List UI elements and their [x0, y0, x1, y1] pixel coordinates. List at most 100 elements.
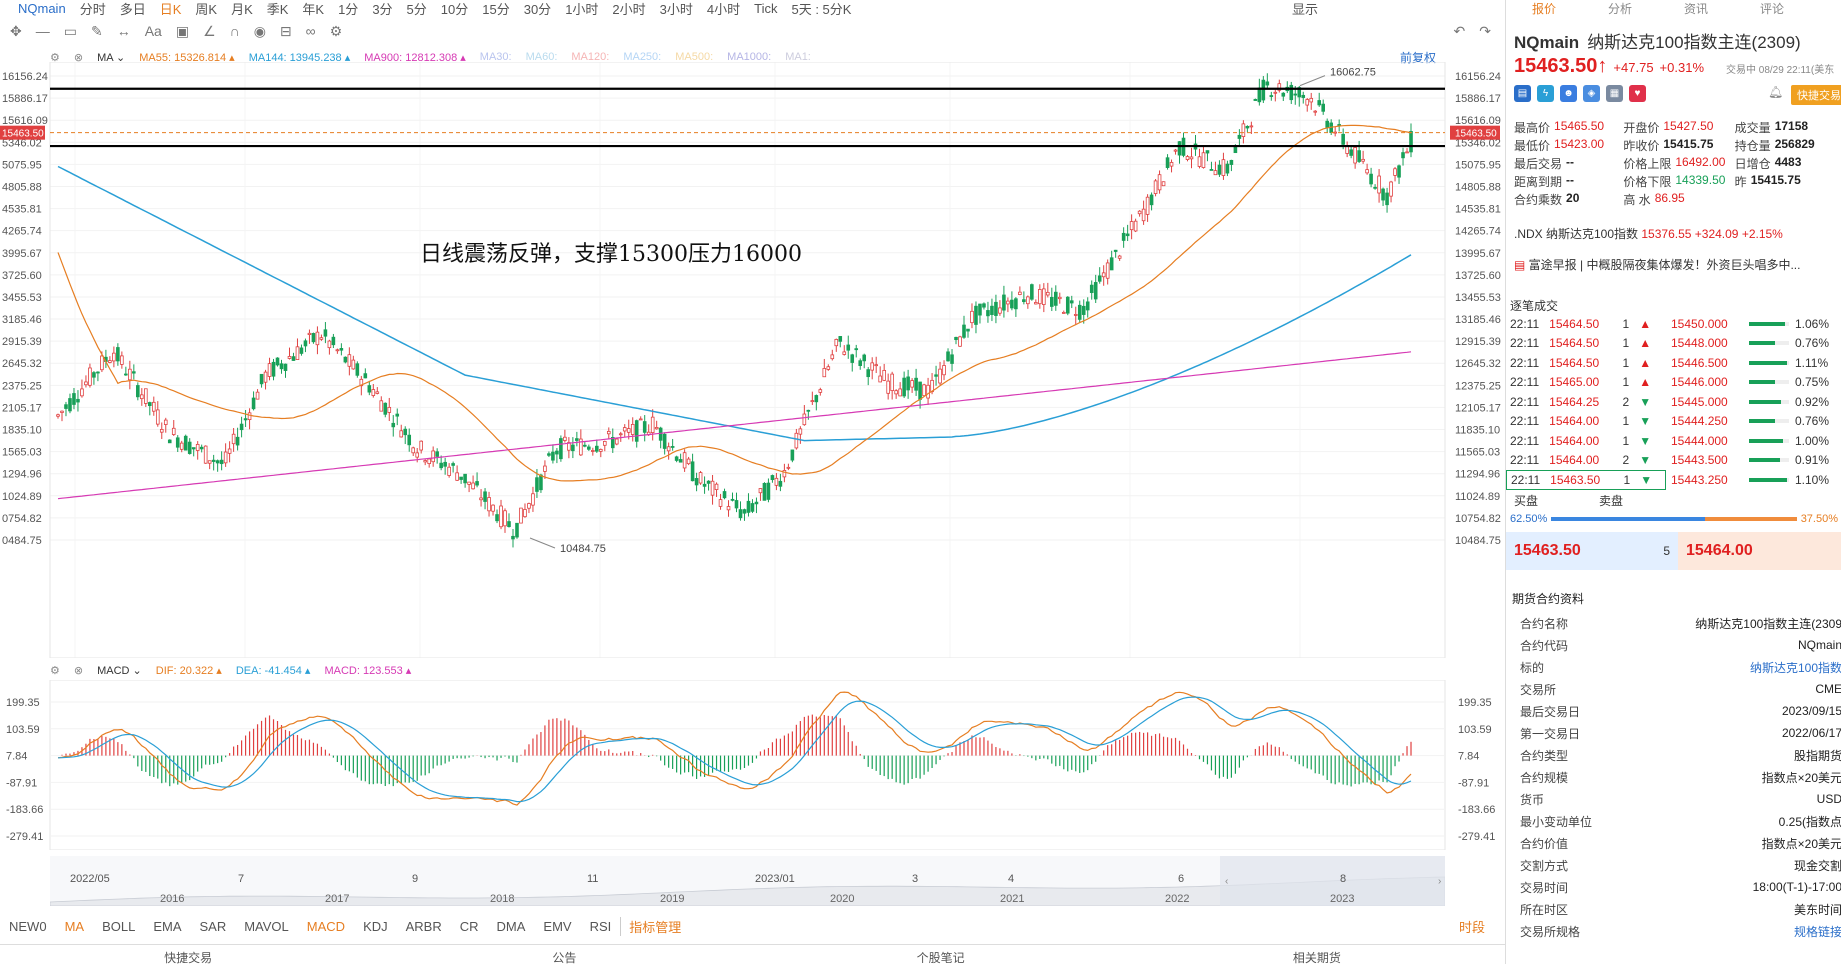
quote-tab[interactable]: 分析: [1608, 2, 1633, 16]
period-tab[interactable]: 分时: [79, 1, 106, 17]
ma-label[interactable]: MA ⌄: [97, 51, 126, 64]
ask-box[interactable]: 15464.00: [1678, 532, 1841, 570]
tick-row[interactable]: 22:11 15464.50 1 ▲: [1506, 314, 1666, 334]
period-tab[interactable]: 周K: [195, 1, 218, 17]
bottom-tab[interactable]: 快捷交易: [164, 951, 213, 964]
tick-row[interactable]: 22:11 15464.00 2 ▼: [1506, 451, 1666, 471]
depth-row[interactable]: 15446.500 1.11%: [1671, 353, 1841, 373]
period-tab[interactable]: 季K: [266, 1, 289, 17]
tick-row[interactable]: 22:11 15464.50 1 ▲: [1506, 353, 1666, 373]
period-tab[interactable]: 3小时: [659, 1, 693, 17]
indicator-tab[interactable]: BOLL: [102, 918, 136, 934]
indicator-tab[interactable]: MAVOL: [244, 918, 289, 934]
ndx-name[interactable]: .NDX 纳斯达克100指数: [1514, 227, 1642, 241]
redo-icon[interactable]: ↷: [1479, 22, 1491, 39]
period-button[interactable]: 时段: [1458, 919, 1485, 935]
macd-chart[interactable]: 199.35 199.35 103.59 103.59 7.84 7.84 -87.91 -8…: [0, 680, 1505, 850]
period-tab[interactable]: 10分: [440, 1, 469, 17]
period-tab[interactable]: 多日: [119, 1, 146, 17]
period-tab[interactable]: 5分: [406, 1, 427, 17]
depth-row[interactable]: 15443.500 0.91%: [1671, 451, 1841, 471]
depth-row[interactable]: 15445.000 0.92%: [1671, 392, 1841, 412]
indicator-manage-button[interactable]: 指标管理: [620, 916, 690, 936]
brush-tool-icon[interactable]: ✎: [90, 22, 103, 39]
quick-trade-button[interactable]: 快捷交易: [1791, 85, 1841, 105]
indicator-tab[interactable]: NEW0: [9, 918, 47, 934]
nav-handle-right-icon[interactable]: ›: [1438, 876, 1441, 887]
tick-row[interactable]: 22:11 15465.00 1 ▲: [1506, 373, 1666, 393]
bottom-tab[interactable]: 个股笔记: [916, 951, 965, 964]
underlying-index[interactable]: .NDX 纳斯达克100指数 15376.55 +324.09 +2.15%: [1514, 225, 1783, 242]
quote-tab[interactable]: 资讯: [1684, 2, 1709, 16]
depth-row[interactable]: 15448.000 0.76%: [1671, 334, 1841, 354]
bid-box[interactable]: 15463.50 5: [1506, 532, 1678, 570]
text-tool-icon[interactable]: Aa: [144, 23, 162, 39]
quote-tab[interactable]: 报价: [1532, 2, 1557, 16]
link-icon[interactable]: ∞: [305, 23, 316, 39]
depth-row[interactable]: 15450.000 1.06%: [1671, 314, 1841, 334]
period-tab[interactable]: 日K: [159, 1, 182, 17]
crosshair-icon[interactable]: ✥: [10, 22, 22, 39]
undo-icon[interactable]: ↶: [1453, 22, 1466, 39]
period-tab[interactable]: 15分: [482, 1, 510, 17]
period-tab[interactable]: 3分: [372, 1, 393, 17]
indicator-tab[interactable]: DMA: [496, 918, 526, 934]
news-text[interactable]: 富途早报 | 中概股隔夜集体爆发！外资巨头唱多中...: [1528, 258, 1801, 272]
quote-tab[interactable]: 评论: [1760, 2, 1785, 16]
indicator-tab[interactable]: SAR: [199, 918, 227, 934]
navigator-chart[interactable]: ‹ › 2016 2017 2018 2019 2020 2021 2022 2023: [50, 856, 1445, 906]
period-tab[interactable]: 5天 : 5分K: [791, 1, 852, 17]
magnet-icon[interactable]: ∩: [229, 23, 240, 39]
eye-icon[interactable]: ◉: [253, 22, 266, 39]
delete-icon[interactable]: ⊟: [279, 22, 292, 39]
period-tab[interactable]: 年K: [302, 1, 325, 17]
macd-label[interactable]: MACD ⌄: [97, 664, 142, 677]
tick-row[interactable]: 22:11 15463.50 1 ▼: [1506, 470, 1666, 490]
period-tab[interactable]: Tick: [754, 0, 778, 16]
period-tab[interactable]: 1小时: [565, 1, 599, 17]
bell-icon[interactable]: 🔔︎: [1768, 85, 1784, 99]
line-tool-icon[interactable]: —: [35, 23, 50, 39]
settings-icon[interactable]: ⚙: [50, 51, 60, 64]
period-tab[interactable]: 30分: [523, 1, 552, 17]
depth-row[interactable]: 15446.000 0.75%: [1671, 373, 1841, 393]
arrow-tool-icon[interactable]: ↔: [116, 23, 131, 39]
spec-value[interactable]: 纳斯达克100指数: [1749, 660, 1841, 675]
depth-row[interactable]: 15444.250 0.76%: [1671, 412, 1841, 432]
indicator-tab[interactable]: MA: [64, 918, 85, 934]
indicator-tab[interactable]: MACD: [306, 918, 346, 934]
period-tab[interactable]: 月K: [231, 1, 253, 17]
settings-icon[interactable]: ⚙: [329, 22, 343, 39]
price-axis-label: 2645.32: [2, 358, 42, 370]
period-tab[interactable]: 4小时: [706, 1, 741, 17]
heart-icon[interactable]: ♥: [1629, 85, 1646, 102]
tick-row[interactable]: 22:11 15464.50 1 ▲: [1506, 334, 1666, 354]
settings-icon[interactable]: ⚙: [50, 664, 60, 677]
news-ticker[interactable]: ▤ 富途早报 | 中概股隔夜集体爆发！外资巨头唱多中...: [1514, 256, 1800, 273]
spec-value[interactable]: 规格链接: [1793, 924, 1841, 939]
pen-tool-icon[interactable]: ∠: [203, 22, 216, 39]
depth-row[interactable]: 15444.000 1.00%: [1671, 431, 1841, 451]
bottom-tab[interactable]: 公告: [552, 951, 577, 964]
indicator-tab[interactable]: EMV: [543, 918, 572, 934]
shape-tool-icon[interactable]: ▭: [63, 22, 77, 39]
period-tab[interactable]: 1分: [338, 1, 359, 17]
display-menu[interactable]: 显示: [1291, 1, 1318, 17]
nav-handle-left-icon[interactable]: ‹: [1225, 876, 1228, 887]
kline-chart[interactable]: 16156.24 15886.17 15616.09 5346.02 5075.95 48…: [0, 62, 1505, 658]
depth-row[interactable]: 15443.250 1.10%: [1671, 470, 1841, 490]
indicator-tab[interactable]: CR: [459, 918, 479, 934]
indicator-tab[interactable]: EMA: [153, 918, 182, 934]
bottom-tab[interactable]: 相关期货: [1292, 951, 1341, 964]
indicator-tab[interactable]: RSI: [589, 918, 612, 934]
close-icon[interactable]: ⊗: [73, 51, 84, 64]
tick-row[interactable]: 22:11 15464.00 1 ▼: [1506, 412, 1666, 432]
comment-tool-icon[interactable]: ▣: [175, 22, 190, 39]
close-icon[interactable]: ⊗: [73, 664, 84, 677]
symbol-label[interactable]: NQmain: [18, 0, 66, 16]
tick-row[interactable]: 22:11 15464.00 1 ▼: [1506, 431, 1666, 451]
indicator-tab[interactable]: ARBR: [405, 918, 442, 934]
indicator-tab[interactable]: KDJ: [363, 918, 388, 934]
period-tab[interactable]: 2小时: [612, 1, 646, 17]
tick-row[interactable]: 22:11 15464.25 2 ▼: [1506, 392, 1666, 412]
